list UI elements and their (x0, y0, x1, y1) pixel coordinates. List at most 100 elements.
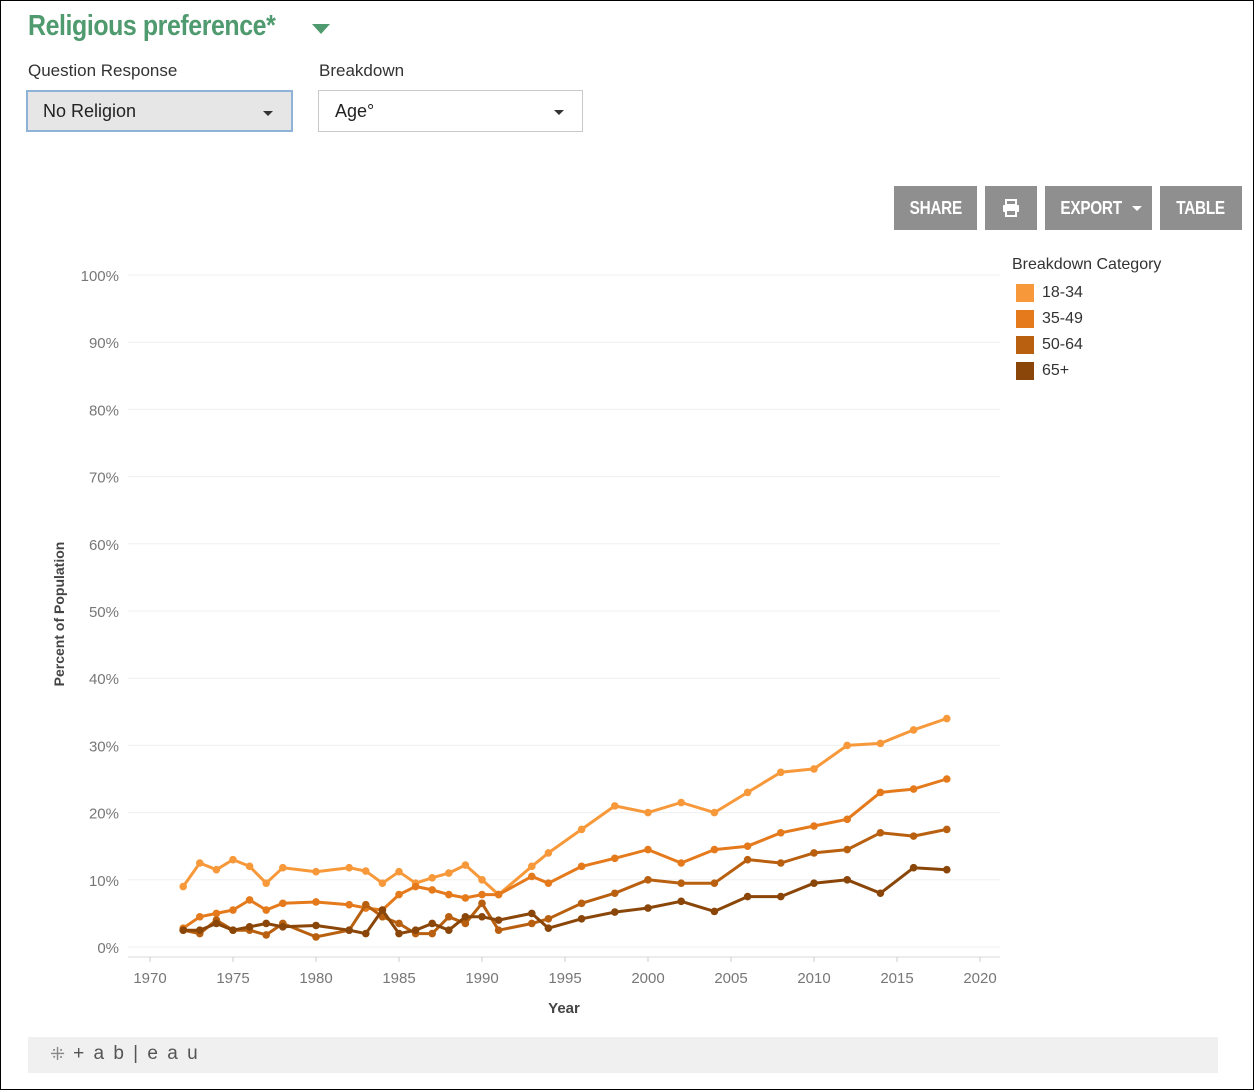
data-point[interactable] (428, 919, 437, 928)
data-point[interactable] (395, 890, 403, 899)
data-point[interactable] (843, 876, 851, 884)
data-point[interactable] (445, 890, 453, 899)
data-point[interactable] (677, 897, 685, 906)
data-point[interactable] (478, 876, 486, 884)
data-point[interactable] (245, 923, 254, 931)
data-point[interactable] (461, 861, 470, 869)
data-point[interactable] (843, 845, 851, 854)
data-point[interactable] (644, 845, 652, 854)
data-point[interactable] (810, 822, 818, 830)
data-point[interactable] (262, 906, 271, 914)
data-point[interactable] (245, 862, 254, 871)
data-point[interactable] (876, 828, 885, 837)
data-point[interactable] (611, 908, 619, 916)
data-point[interactable] (445, 926, 453, 934)
data-point[interactable] (362, 867, 370, 875)
data-point[interactable] (279, 923, 287, 931)
data-point[interactable] (743, 788, 752, 797)
data-point[interactable] (710, 879, 719, 887)
breakdown-select[interactable]: Age° (318, 90, 583, 132)
share-button[interactable]: SHARE (894, 186, 977, 230)
data-point[interactable] (943, 865, 951, 874)
data-point[interactable] (943, 714, 951, 723)
data-point[interactable] (528, 872, 536, 881)
data-point[interactable] (843, 815, 851, 824)
data-point[interactable] (345, 863, 354, 872)
data-point[interactable] (262, 931, 271, 939)
data-point[interactable] (212, 909, 221, 918)
data-point[interactable] (743, 842, 752, 850)
data-point[interactable] (644, 876, 652, 884)
table-button[interactable]: TABLE (1160, 186, 1242, 230)
data-point[interactable] (478, 912, 486, 921)
tableau-logo[interactable]: ⁜ + a b | e a u (50, 1043, 200, 1065)
data-point[interactable] (212, 919, 221, 928)
question-response-select[interactable]: No Religion (26, 90, 293, 132)
data-point[interactable] (411, 926, 420, 934)
data-point[interactable] (312, 921, 320, 930)
data-point[interactable] (445, 869, 453, 877)
export-button[interactable]: EXPORT (1045, 186, 1152, 230)
data-point[interactable] (196, 912, 204, 921)
data-point[interactable] (395, 867, 403, 876)
data-point[interactable] (262, 879, 271, 887)
data-point[interactable] (528, 862, 536, 871)
data-point[interactable] (212, 865, 221, 874)
print-button[interactable] (985, 186, 1037, 230)
data-point[interactable] (262, 919, 271, 928)
data-point[interactable] (494, 916, 503, 924)
data-point[interactable] (810, 765, 818, 773)
data-point[interactable] (229, 926, 237, 934)
data-point[interactable] (461, 919, 470, 928)
data-point[interactable] (943, 825, 951, 834)
data-point[interactable] (478, 899, 486, 908)
data-point[interactable] (611, 854, 619, 863)
legend-item[interactable]: 65+ (1012, 358, 1161, 384)
data-point[interactable] (909, 863, 918, 872)
data-point[interactable] (312, 867, 320, 876)
data-point[interactable] (528, 919, 536, 928)
data-point[interactable] (494, 890, 503, 899)
data-point[interactable] (544, 849, 553, 857)
data-point[interactable] (644, 808, 652, 817)
legend-item[interactable]: 35-49 (1012, 306, 1161, 332)
data-point[interactable] (544, 879, 553, 887)
data-point[interactable] (378, 906, 387, 914)
data-point[interactable] (445, 912, 453, 921)
data-point[interactable] (677, 798, 685, 807)
data-point[interactable] (179, 882, 187, 891)
data-point[interactable] (378, 879, 387, 887)
data-point[interactable] (229, 855, 237, 864)
data-point[interactable] (395, 919, 403, 928)
data-point[interactable] (279, 899, 287, 908)
data-point[interactable] (362, 929, 370, 938)
data-point[interactable] (478, 890, 486, 899)
data-point[interactable] (312, 933, 320, 941)
legend-item[interactable]: 50-64 (1012, 332, 1161, 358)
data-point[interactable] (710, 907, 719, 916)
data-point[interactable] (876, 739, 885, 748)
data-point[interactable] (196, 926, 204, 934)
data-point[interactable] (494, 926, 503, 934)
data-point[interactable] (777, 859, 785, 867)
data-point[interactable] (279, 863, 287, 872)
data-point[interactable] (428, 873, 437, 882)
data-point[interactable] (362, 900, 370, 909)
data-point[interactable] (312, 898, 320, 906)
data-point[interactable] (876, 889, 885, 898)
data-point[interactable] (810, 879, 818, 887)
data-point[interactable] (644, 904, 652, 912)
data-point[interactable] (196, 859, 204, 867)
data-point[interactable] (810, 849, 818, 857)
data-point[interactable] (345, 926, 354, 934)
title-dropdown-caret-icon[interactable] (312, 24, 330, 34)
data-point[interactable] (345, 900, 354, 909)
data-point[interactable] (743, 855, 752, 864)
data-point[interactable] (710, 808, 719, 817)
data-point[interactable] (876, 788, 885, 797)
data-point[interactable] (179, 926, 187, 934)
data-point[interactable] (544, 924, 553, 932)
data-point[interactable] (461, 912, 470, 921)
data-point[interactable] (943, 775, 951, 783)
data-point[interactable] (677, 859, 685, 867)
